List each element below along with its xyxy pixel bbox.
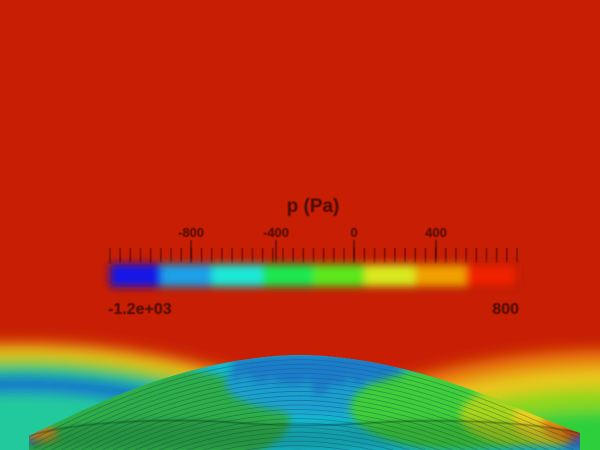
svg-text:400: 400 <box>425 225 447 240</box>
svg-text:-800: -800 <box>178 225 204 240</box>
svg-text:800: 800 <box>492 301 519 318</box>
svg-text:p (Pa): p (Pa) <box>287 196 340 217</box>
svg-text:-1.2e+03: -1.2e+03 <box>108 301 172 318</box>
svg-text:-400: -400 <box>263 225 289 240</box>
svg-text:0: 0 <box>350 225 357 240</box>
